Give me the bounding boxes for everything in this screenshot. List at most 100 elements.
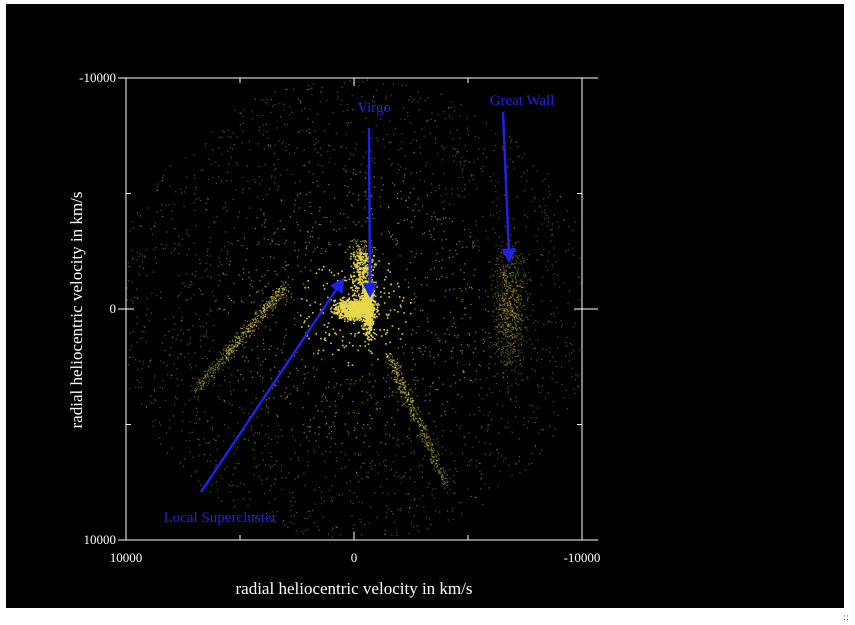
galaxy-point — [368, 316, 370, 319]
galaxy-point — [505, 309, 508, 311]
galaxy-point — [204, 411, 206, 413]
galaxy-point — [299, 314, 302, 317]
galaxy-point — [321, 269, 323, 271]
galaxy-point — [229, 491, 231, 493]
galaxy-point — [353, 292, 356, 295]
galaxy-point — [414, 256, 416, 258]
galaxy-point — [277, 159, 279, 161]
galaxy-point — [413, 187, 415, 189]
galaxy-point — [501, 318, 503, 320]
galaxy-point — [358, 299, 360, 302]
galaxy-point — [508, 287, 510, 289]
galaxy-point — [390, 235, 392, 237]
galaxy-point — [364, 253, 367, 255]
galaxy-point — [344, 304, 347, 306]
galaxy-point — [501, 360, 503, 362]
galaxy-point — [232, 485, 234, 487]
galaxy-point — [503, 271, 505, 273]
galaxy-point — [263, 342, 265, 345]
galaxy-point — [345, 315, 348, 318]
galaxy-point — [221, 478, 223, 480]
galaxy-point — [516, 255, 518, 257]
galaxy-point — [338, 494, 340, 496]
galaxy-point — [252, 434, 255, 436]
galaxy-point — [195, 270, 197, 273]
galaxy-point — [135, 386, 137, 388]
galaxy-point — [175, 191, 177, 193]
galaxy-point — [365, 307, 367, 310]
galaxy-point — [136, 212, 138, 214]
galaxy-point — [506, 326, 509, 328]
galaxy-point — [358, 304, 360, 307]
galaxy-point — [352, 267, 355, 270]
galaxy-point — [138, 274, 140, 276]
galaxy-point — [352, 400, 354, 403]
galaxy-point — [436, 126, 438, 128]
galaxy-point — [498, 217, 500, 219]
galaxy-point — [433, 300, 435, 302]
galaxy-point — [193, 378, 195, 380]
galaxy-point — [428, 518, 430, 520]
galaxy-point — [521, 290, 523, 292]
galaxy-point — [278, 140, 280, 142]
galaxy-point — [544, 397, 546, 399]
galaxy-point — [449, 469, 451, 471]
galaxy-point — [227, 241, 229, 243]
galaxy-point — [236, 161, 238, 164]
galaxy-point — [340, 104, 342, 106]
galaxy-point — [130, 345, 132, 347]
galaxy-point — [214, 466, 216, 468]
galaxy-point — [514, 316, 516, 318]
galaxy-point — [441, 201, 443, 203]
galaxy-point — [303, 382, 305, 384]
galaxy-point — [374, 301, 376, 304]
galaxy-point — [430, 218, 433, 220]
galaxy-point — [509, 267, 511, 269]
galaxy-point — [503, 333, 505, 335]
galaxy-point — [362, 314, 364, 317]
galaxy-point — [166, 231, 168, 233]
galaxy-point — [308, 171, 310, 173]
galaxy-point — [242, 378, 244, 380]
galaxy-point — [355, 259, 358, 261]
galaxy-point — [516, 271, 518, 273]
galaxy-point — [247, 439, 250, 441]
galaxy-point — [362, 303, 365, 306]
galaxy-point — [344, 318, 346, 320]
galaxy-point — [534, 347, 536, 349]
galaxy-point — [349, 240, 351, 242]
galaxy-point — [522, 305, 524, 307]
galaxy-point — [233, 506, 236, 508]
galaxy-point — [499, 269, 501, 271]
galaxy-point — [488, 332, 490, 334]
galaxy-point — [261, 408, 263, 410]
galaxy-point — [466, 283, 468, 285]
galaxy-point — [199, 259, 201, 261]
galaxy-point — [515, 396, 517, 398]
galaxy-point — [508, 300, 510, 302]
galaxy-point — [507, 314, 509, 316]
galaxy-point — [271, 439, 273, 441]
galaxy-point — [482, 215, 484, 218]
galaxy-point — [201, 277, 203, 279]
galaxy-point — [164, 334, 166, 336]
galaxy-point — [187, 343, 189, 345]
galaxy-point — [263, 148, 265, 150]
galaxy-point — [334, 163, 336, 165]
galaxy-point — [165, 247, 167, 249]
galaxy-point — [475, 496, 477, 498]
galaxy-point — [387, 314, 389, 317]
galaxy-point — [519, 318, 522, 320]
galaxy-point — [420, 351, 422, 353]
galaxy-point — [156, 295, 158, 297]
galaxy-point — [388, 207, 390, 209]
galaxy-point — [398, 475, 400, 477]
galaxy-point — [523, 416, 525, 419]
galaxy-point — [162, 179, 164, 182]
galaxy-point — [161, 215, 163, 218]
galaxy-point — [264, 163, 266, 165]
galaxy-point — [363, 269, 365, 272]
galaxy-point — [513, 342, 515, 344]
galaxy-point — [338, 314, 341, 317]
galaxy-point — [328, 243, 330, 245]
